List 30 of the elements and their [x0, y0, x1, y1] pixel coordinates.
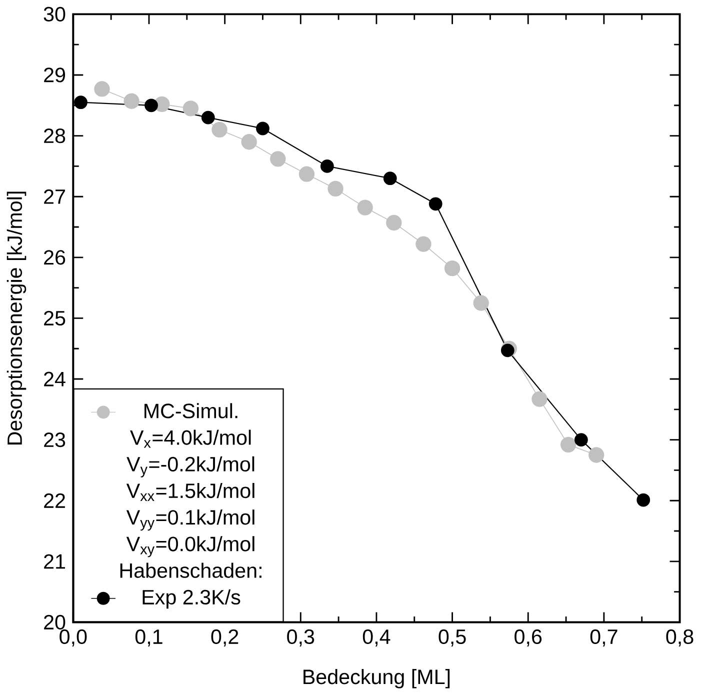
y-tick-label: 29: [44, 68, 66, 82]
x-tick-label: 0,5: [438, 629, 466, 646]
x-axis-title: Bedeckung [ML]: [304, 668, 450, 688]
x-tick-label: 0,2: [211, 629, 238, 646]
y-tick-label: 28: [44, 128, 66, 144]
annotation: V$_{xx}$=1.5kJ/mol: [126, 482, 254, 501]
y-tick-label: 22: [44, 493, 65, 508]
x-tick-label: 0,1: [135, 629, 162, 646]
x-tick-label: 0,6: [514, 629, 542, 646]
x-tick-label: 0,8: [666, 629, 694, 646]
y-tick-label: 23: [44, 432, 66, 448]
y-tick-label: 21: [44, 554, 65, 569]
annotation: Habenschaden:: [120, 562, 262, 578]
x-tick-label: 0,0: [60, 629, 87, 646]
annotation: V$_{xy}$=0.0kJ/mol: [126, 536, 254, 558]
y-tick-label: 26: [44, 250, 66, 265]
legend-label: Exp 2.3K/s: [142, 589, 240, 609]
y-tick-label: 24: [44, 372, 66, 386]
y-tick-label: 30: [44, 6, 66, 22]
annotation: V$_{x}$=4.0kJ/mol: [130, 430, 251, 448]
x-tick-label: 0,3: [287, 629, 314, 646]
y-tick-label: 27: [44, 189, 65, 204]
x-tick-label: 0,7: [590, 629, 618, 646]
x-tick-label: 0,4: [362, 629, 390, 646]
annotation: V$_{yy}$=0.1kJ/mol: [126, 509, 254, 531]
y-tick-label: 25: [44, 310, 66, 326]
y-axis-title: Desorptionsenergie [kJ/mol]: [6, 192, 26, 444]
legend-label: MC-Simul.: [144, 403, 238, 418]
annotation: V$_{y}$=-0.2kJ/mol: [126, 456, 254, 478]
y-tick-label: 20: [44, 614, 66, 630]
